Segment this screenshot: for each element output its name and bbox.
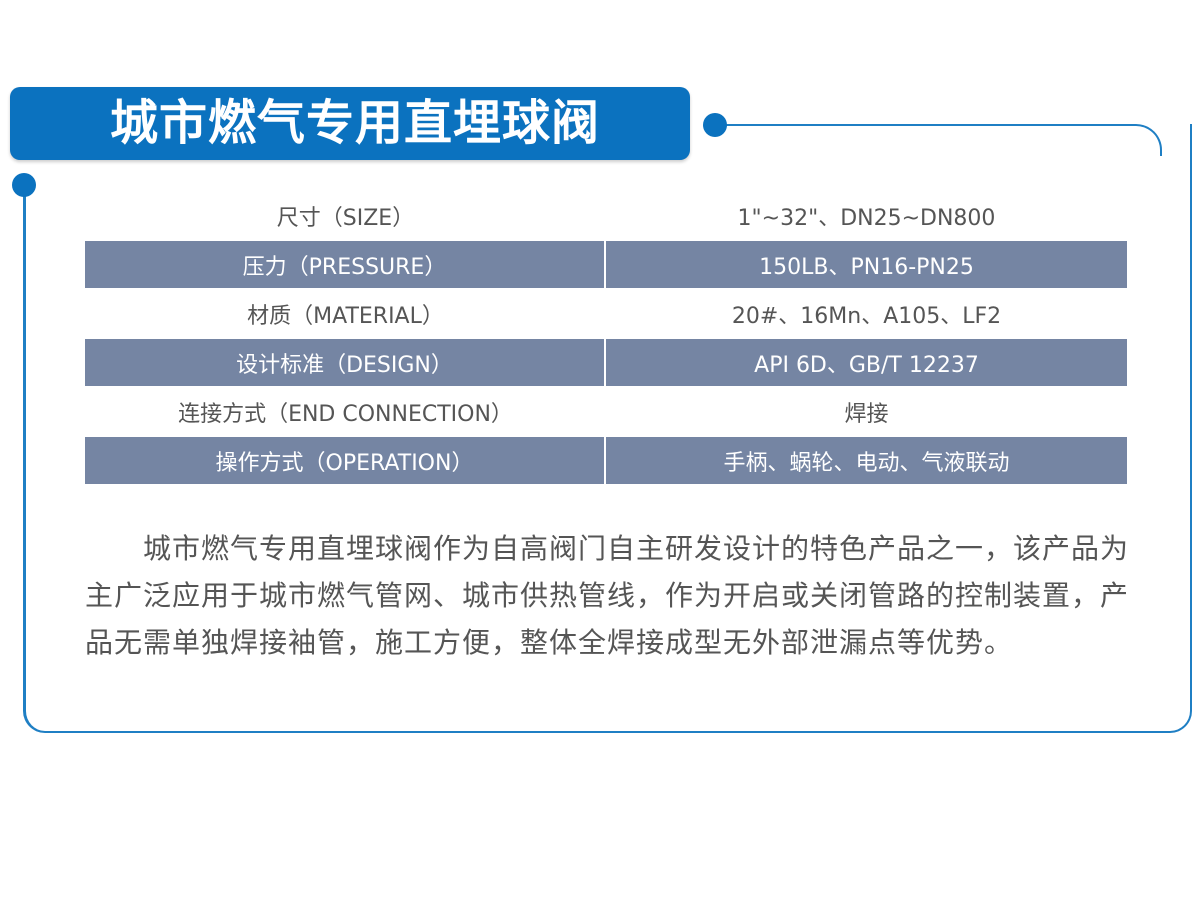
table-row: 设计标准（DESIGN） API 6D、GB/T 12237 — [85, 339, 1127, 386]
spec-table: 尺寸（SIZE） 1"~32"、DN25~DN800 压力（PRESSURE） 15… — [85, 190, 1127, 486]
spec-label: 压力（PRESSURE） — [85, 241, 606, 288]
spec-value: 焊接 — [844, 401, 889, 427]
content-frame — [23, 124, 1192, 733]
table-row: 尺寸（SIZE） 1"~32"、DN25~DN800 — [85, 192, 1127, 239]
spec-label: 操作方式（OPERATION） — [85, 437, 606, 484]
frame-top-line — [720, 124, 1162, 156]
table-row: 操作方式（OPERATION） 手柄、蜗轮、电动、气液联动 — [85, 437, 1127, 484]
table-row: 连接方式（END CONNECTION） 焊接 — [85, 388, 1127, 435]
spec-value: 150LB、PN16-PN25 — [606, 241, 1127, 288]
spec-label: 材质（MATERIAL） — [247, 303, 444, 329]
table-row: 材质（MATERIAL） 20#、16Mn、A105、LF2 — [85, 290, 1127, 337]
table-row: 压力（PRESSURE） 150LB、PN16-PN25 — [85, 241, 1127, 288]
spec-value: 手柄、蜗轮、电动、气液联动 — [606, 437, 1127, 484]
spec-label: 设计标准（DESIGN） — [85, 339, 606, 386]
spec-label: 连接方式（END CONNECTION） — [178, 401, 513, 427]
connector-dot — [703, 113, 727, 137]
title-banner: 城市燃气专用直埋球阀 — [10, 87, 690, 160]
spec-value: 1"~32"、DN25~DN800 — [737, 205, 996, 231]
spec-value: API 6D、GB/T 12237 — [606, 339, 1127, 386]
description-paragraph: 城市燃气专用直埋球阀作为自高阀门自主研发设计的特色产品之一，该产品为主广泛应用于… — [85, 532, 1130, 659]
spec-value: 20#、16Mn、A105、LF2 — [731, 303, 1002, 329]
page-title: 城市燃气专用直埋球阀 — [110, 95, 601, 151]
spec-label: 尺寸（SIZE） — [276, 205, 415, 231]
connector-dot — [12, 173, 36, 197]
